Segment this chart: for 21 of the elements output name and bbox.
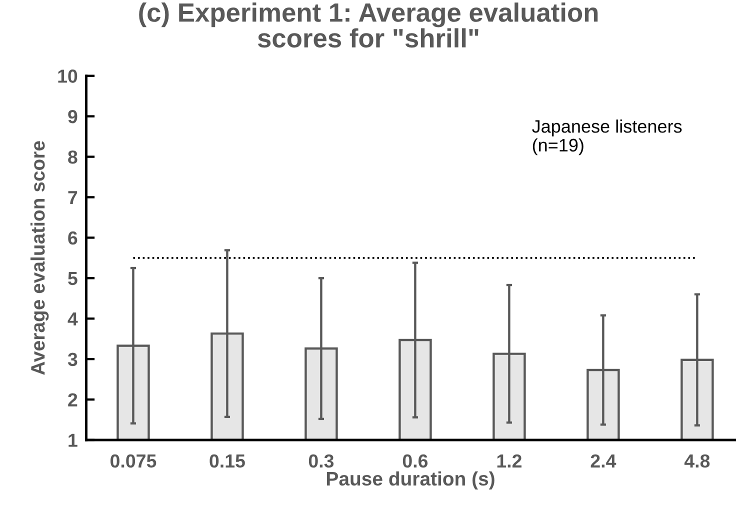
x-tick-label: 0.3 [308, 454, 334, 468]
y-tick-label: 9 [68, 110, 78, 124]
x-tick-label: 1.2 [497, 454, 522, 468]
x-tick-label: 4.8 [684, 454, 710, 468]
y-tick-label: 2 [68, 393, 78, 406]
y-tick-label: 7 [68, 191, 78, 204]
x-axis-title: Pause duration (s) [327, 471, 494, 490]
y-axis-title: Average evaluation score [30, 141, 49, 375]
y-tick-label: 3 [68, 352, 78, 366]
y-tick-label: 5 [68, 272, 78, 286]
y-tick-label: 8 [68, 150, 78, 164]
y-tick-label: 4 [68, 312, 78, 326]
y-tick-label: 1 [68, 434, 78, 447]
chart-title: (c) Experiment 1: Average evaluation scores for "shrill" [139, 2, 598, 48]
y-tick-label: 10 [58, 70, 78, 83]
x-tick-label: 0.15 [210, 454, 245, 468]
x-tick-label: 0.6 [402, 454, 428, 468]
y-tick-label: 6 [68, 231, 78, 245]
x-tick-label: 0.075 [110, 454, 156, 468]
x-tick-label: 2.4 [590, 454, 616, 468]
annotation: Japanese listeners (n=19) [532, 120, 682, 156]
